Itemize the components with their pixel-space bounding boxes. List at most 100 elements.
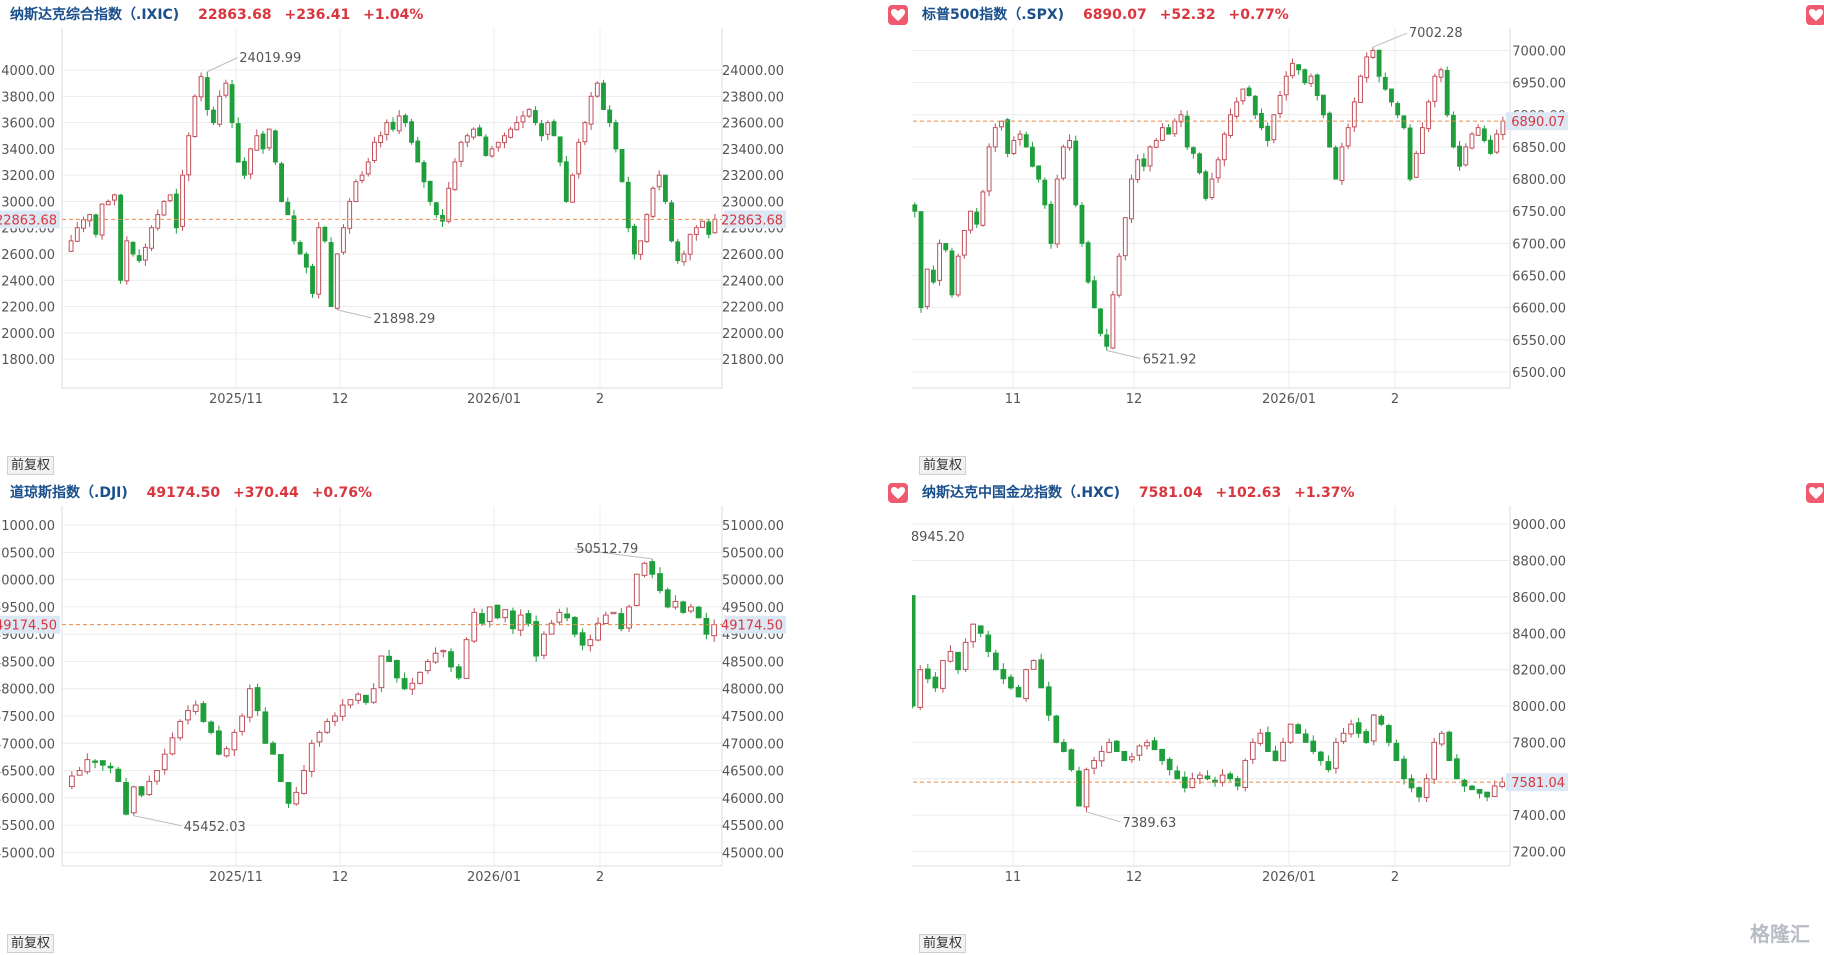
candle [1129,174,1134,223]
candle [177,719,184,741]
candle-body [359,174,365,181]
candle [644,213,650,243]
candle-body [510,610,516,630]
candle-body [272,130,278,163]
candle-body [1068,749,1075,771]
candle [514,116,520,131]
favorite-heart-icon[interactable] [1806,5,1824,25]
candle [1000,663,1007,685]
candle [1272,745,1279,762]
candle-body [999,120,1004,128]
candle [1393,739,1400,762]
candle [540,631,547,660]
candle [1085,240,1091,285]
candle [68,771,75,790]
candle-body [173,193,179,229]
y-tick-label-left: 45500.00 [0,819,55,834]
favorite-heart-icon[interactable] [1806,483,1824,503]
candle-body [1395,103,1401,116]
candle-body [1073,140,1079,206]
candle [297,240,303,255]
candle [502,609,509,623]
candle-body [1159,748,1165,762]
candle-body [930,269,936,283]
candle-body [235,123,241,163]
candle [1098,308,1103,337]
y-tick-label-right: 6550.00 [1512,334,1566,349]
candle-body [396,115,402,132]
x-tick-label: 2026/01 [1262,870,1316,885]
candle [712,213,718,234]
candle [339,698,346,721]
y-tick-label-left: 47000.00 [0,737,55,752]
price-adjust-button[interactable]: 前复权 [919,456,967,475]
candle [533,615,540,662]
candle-body [328,242,334,308]
candle-body [657,573,663,592]
candle [650,186,656,219]
candle [149,225,154,252]
candle-body [417,671,423,684]
y-tick-label-left: 23800.00 [0,90,55,105]
candle [363,694,369,705]
last-price-tag-right: 22863.68 [721,213,783,228]
candle [1015,684,1022,698]
candle-body [192,704,199,712]
candle [1240,88,1246,105]
price-adjust-button[interactable]: 前复权 [7,456,55,475]
y-tick-label-right: 23000.00 [722,195,784,210]
candle [688,603,694,614]
candle [1395,101,1401,119]
candle-body [1358,75,1363,103]
candle-body [1416,787,1422,798]
candle [421,159,427,188]
price-adjust-button[interactable]: 前复权 [7,934,55,953]
candle [396,110,402,135]
x-tick-label: 2 [596,870,604,885]
candle-body [1091,280,1097,309]
chart-panel-spx[interactable]: 6500.006500.006550.006550.006600.006600.… [912,0,1824,477]
candle-body [675,241,681,262]
candle [254,683,261,716]
favorite-heart-icon[interactable] [888,483,908,503]
candle-body [1038,659,1045,689]
price-adjust-button[interactable]: 前复权 [919,934,967,953]
chart-panel-hxc[interactable]: 7200.007200.007400.007400.007600.007600.… [912,478,1824,955]
candle [940,660,946,693]
candle [1045,681,1052,722]
candle [301,764,307,795]
candle [107,762,114,774]
candle-body [1423,778,1430,798]
candle [1053,714,1060,744]
candle [424,658,431,674]
candle [1484,791,1490,802]
panel-header: 标普500指数（.SPX) 6890.07 +52.32 +0.77% [922,4,1289,26]
candle-body [594,82,600,97]
candle [576,138,582,179]
candle [1363,728,1370,745]
candle-body [1333,741,1339,769]
candle [1500,116,1506,141]
candle-body [955,255,961,296]
favorite-heart-icon[interactable] [888,5,908,25]
candle-body [613,122,619,150]
candle [962,638,969,673]
chart-panel-ixic[interactable]: 21800.00 21800.00 22000.00 22000.00 22200.00… [0,0,912,477]
candle [192,94,198,138]
candle [662,174,668,205]
candle [154,770,160,785]
candle [471,127,476,140]
candle-body [1174,770,1181,780]
candle-body [223,748,230,757]
candle [680,600,687,615]
chart-panel-dji[interactable]: 45000.00 45000.00 45500.00 45500.00 46000.00… [0,478,912,955]
x-tick-label: 2 [1391,870,1399,885]
index-price: 22863.68 [198,7,272,23]
candle-body [1469,133,1475,149]
y-tick-label-left: 22000.00 [0,327,55,342]
candle [1030,141,1035,168]
candle [1463,143,1469,167]
candle-body [1461,779,1468,787]
candle [1494,129,1500,154]
candle [401,672,408,691]
